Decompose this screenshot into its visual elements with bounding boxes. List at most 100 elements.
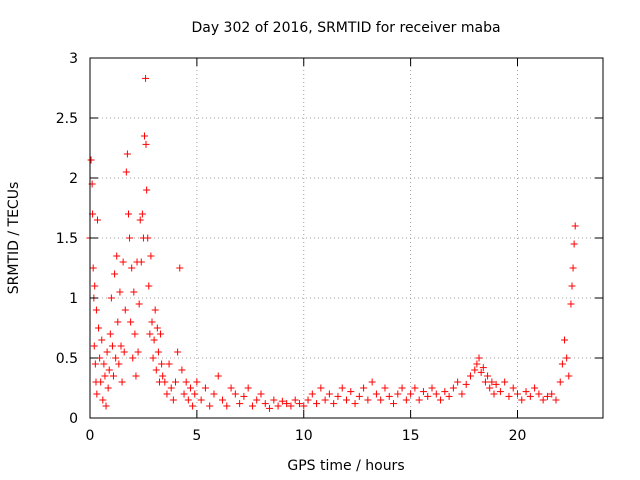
data-point — [509, 384, 517, 392]
data-point — [186, 384, 194, 392]
data-point — [283, 400, 291, 408]
data-point — [518, 396, 526, 404]
data-point — [142, 140, 150, 148]
chart-title: Day 302 of 2016, SRMTID for receiver mab… — [191, 20, 500, 36]
data-point — [505, 392, 513, 400]
data-point — [300, 402, 308, 410]
data-point — [126, 234, 134, 242]
data-point — [477, 368, 485, 376]
data-point — [567, 300, 575, 308]
y-tick-label: 1.5 — [56, 231, 78, 247]
data-point — [466, 372, 474, 380]
data-point — [432, 390, 440, 398]
data-point — [111, 270, 119, 278]
data-point — [266, 404, 274, 412]
data-point — [172, 378, 179, 386]
data-point — [317, 384, 325, 392]
data-point — [462, 380, 470, 388]
data-point — [535, 390, 543, 398]
data-point — [92, 306, 100, 314]
data-point — [132, 372, 140, 380]
data-point — [117, 342, 125, 350]
data-point — [148, 318, 156, 326]
data-point — [154, 348, 162, 356]
data-point — [193, 378, 201, 386]
data-point — [119, 258, 127, 266]
y-tick-label: 0.5 — [56, 351, 78, 367]
data-point — [121, 306, 129, 314]
grid — [90, 58, 603, 418]
data-point — [514, 390, 521, 398]
data-point — [103, 348, 111, 356]
data-point — [91, 282, 99, 290]
data-point — [484, 372, 492, 380]
data-point — [539, 396, 547, 404]
data-point — [481, 378, 489, 386]
data-point — [407, 390, 415, 398]
data-point — [122, 168, 130, 176]
data-point — [257, 390, 265, 398]
data-point — [449, 384, 457, 392]
data-point — [97, 378, 105, 386]
data-point — [428, 384, 436, 392]
data-point — [569, 264, 577, 272]
data-point — [120, 348, 128, 356]
data-point — [543, 392, 551, 400]
data-point — [571, 222, 579, 230]
data-point — [321, 396, 329, 404]
data-point — [142, 74, 150, 82]
data-point — [390, 400, 398, 408]
data-point — [151, 306, 159, 314]
data-point — [325, 390, 333, 398]
data-point — [424, 392, 432, 400]
data-point — [486, 384, 494, 392]
data-point — [360, 384, 368, 392]
data-point — [163, 390, 171, 398]
data-point — [134, 348, 142, 356]
data-point — [176, 264, 184, 272]
data-point — [347, 388, 355, 396]
data-point — [304, 396, 312, 404]
data-point — [197, 396, 205, 404]
data-point — [556, 378, 564, 386]
data-point — [152, 366, 160, 374]
data-point — [490, 390, 498, 398]
data-point — [223, 402, 231, 410]
data-point — [561, 336, 569, 344]
data-point — [91, 360, 99, 368]
data-points — [86, 74, 579, 412]
data-point — [113, 252, 121, 260]
data-point — [135, 300, 143, 308]
data-point — [381, 384, 389, 392]
data-point — [114, 318, 122, 326]
data-point — [93, 216, 101, 224]
data-point — [149, 354, 157, 362]
data-point — [473, 360, 481, 368]
data-point — [334, 392, 342, 400]
data-point — [144, 234, 152, 242]
y-axis-label: SRMTID / TECUs — [6, 182, 22, 295]
data-point — [522, 388, 530, 396]
data-point — [100, 360, 108, 368]
data-point — [157, 330, 165, 338]
data-point — [364, 396, 372, 404]
data-point — [313, 400, 321, 408]
data-point — [236, 400, 244, 408]
data-point — [558, 360, 566, 368]
y-tick-label: 2 — [69, 171, 78, 187]
data-point — [161, 378, 169, 386]
data-point — [531, 384, 539, 392]
data-point — [402, 396, 410, 404]
data-point — [568, 282, 576, 290]
data-point — [93, 390, 101, 398]
y-tick-label: 1 — [69, 291, 78, 307]
data-point — [138, 210, 146, 218]
data-point — [471, 366, 479, 374]
data-point — [106, 330, 114, 338]
data-point — [415, 396, 423, 404]
data-point — [419, 388, 427, 396]
data-point — [99, 396, 107, 404]
data-point — [343, 396, 350, 404]
data-point — [394, 390, 402, 398]
